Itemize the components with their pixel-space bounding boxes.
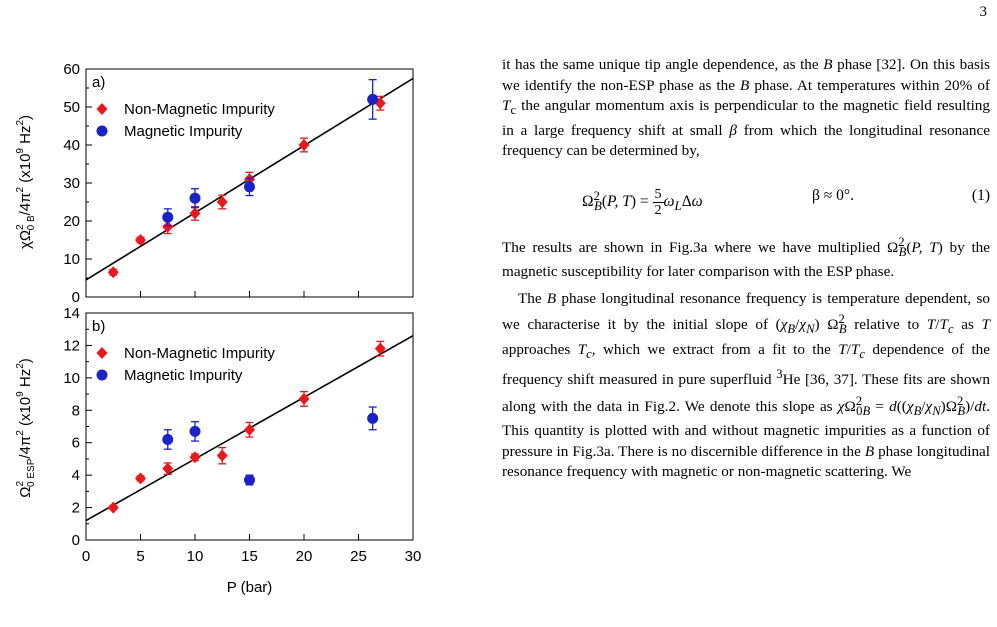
x-tick-label: 5 xyxy=(136,548,144,565)
y-tick-label: 20 xyxy=(63,213,80,230)
panel-label: b) xyxy=(92,318,105,335)
y-tick-label: 6 xyxy=(72,435,80,452)
y-tick-label: 8 xyxy=(72,402,80,419)
data-point-circle xyxy=(189,192,201,204)
legend-marker-circle xyxy=(96,369,108,381)
data-point-diamond xyxy=(107,501,119,514)
data-point-diamond xyxy=(135,234,146,246)
y-tick-label: 0 xyxy=(72,532,80,549)
data-point-circle xyxy=(189,425,201,437)
data-point-diamond xyxy=(216,449,228,462)
y-tick-label: 10 xyxy=(63,251,80,268)
y-tick-label: 0 xyxy=(72,289,80,306)
y-tick-label: 2 xyxy=(72,500,80,517)
panel-a-chart: 0 10 20 30 40 50 60 a) Non-Magnetic Impurity Magn… xyxy=(63,61,414,306)
equation-number: (1) xyxy=(971,186,990,204)
data-point-circle xyxy=(244,181,255,193)
x-tick-label: 10 xyxy=(187,548,204,565)
data-point-circle xyxy=(162,211,174,223)
y-tick-label: 40 xyxy=(63,137,80,154)
equation-1: Ω2B(P, T) = 5 2 ωLΔω β ≈ 0°. (1) xyxy=(582,186,990,218)
legend-marker-diamond xyxy=(96,103,108,115)
x-tick-label: 15 xyxy=(241,548,258,565)
y-tick-label: 14 xyxy=(63,305,80,322)
y-tick-label: 30 xyxy=(63,175,80,192)
y-tick-label: 50 xyxy=(63,99,80,116)
data-point-diamond xyxy=(135,472,146,485)
x-axis-label: P (bar) xyxy=(227,579,273,596)
legend-marker-diamond xyxy=(96,347,108,359)
equation-condition: β ≈ 0°. xyxy=(812,186,854,204)
x-tick-label: 25 xyxy=(350,548,367,565)
body-text: it has the same unique tip angle depende… xyxy=(502,55,990,483)
x-tick-label: 20 xyxy=(296,548,313,565)
legend-entry: Non-Magnetic Impurity xyxy=(124,101,275,118)
data-point-circle xyxy=(367,93,379,105)
panel-a-ylabel: χΩ20 B/4π2 (x109 Hz2) xyxy=(15,115,37,249)
legend-entry: Magnetic Impurity xyxy=(124,123,243,140)
legend-entry: Magnetic Impurity xyxy=(124,367,243,384)
x-tick-label: 0 xyxy=(82,548,90,565)
data-point-diamond xyxy=(107,266,119,279)
y-tick-label: 60 xyxy=(63,61,80,78)
panel-label: a) xyxy=(92,74,105,91)
data-point-diamond xyxy=(298,392,310,405)
x-tick-label: 30 xyxy=(405,548,422,565)
data-point-circle xyxy=(244,474,255,486)
y-tick-label: 4 xyxy=(72,467,80,484)
paragraph-2: The results are shown in Fig.3a where we… xyxy=(502,234,991,281)
data-point-diamond xyxy=(374,342,386,355)
page-number: 3 xyxy=(979,4,988,20)
data-point-diamond xyxy=(189,451,201,464)
data-point-circle xyxy=(162,433,174,445)
panel-b-chart: 0 2 4 6 8 10 12 14 0 5 10 15 20 25 30 b) Non-Magnetic Im… xyxy=(63,305,421,596)
data-point-diamond xyxy=(162,462,174,475)
data-point-diamond xyxy=(162,220,174,233)
data-point-diamond xyxy=(298,139,310,151)
y-tick-label: 10 xyxy=(63,370,80,387)
data-point-circle xyxy=(367,412,379,424)
legend-entry: Non-Magnetic Impurity xyxy=(124,345,275,362)
paragraph-1: it has the same unique tip angle depende… xyxy=(502,56,990,160)
panel-b-ylabel: Ω20 ESP/4π2 (x109 Hz2) xyxy=(15,358,37,498)
data-point-diamond xyxy=(189,207,201,220)
y-tick-label: 12 xyxy=(63,337,80,354)
data-point-diamond xyxy=(216,196,228,208)
legend-marker-circle xyxy=(96,125,108,137)
data-point-diamond xyxy=(244,423,255,436)
paragraph-3: The B phase longitudinal resonance frequ… xyxy=(502,289,991,481)
